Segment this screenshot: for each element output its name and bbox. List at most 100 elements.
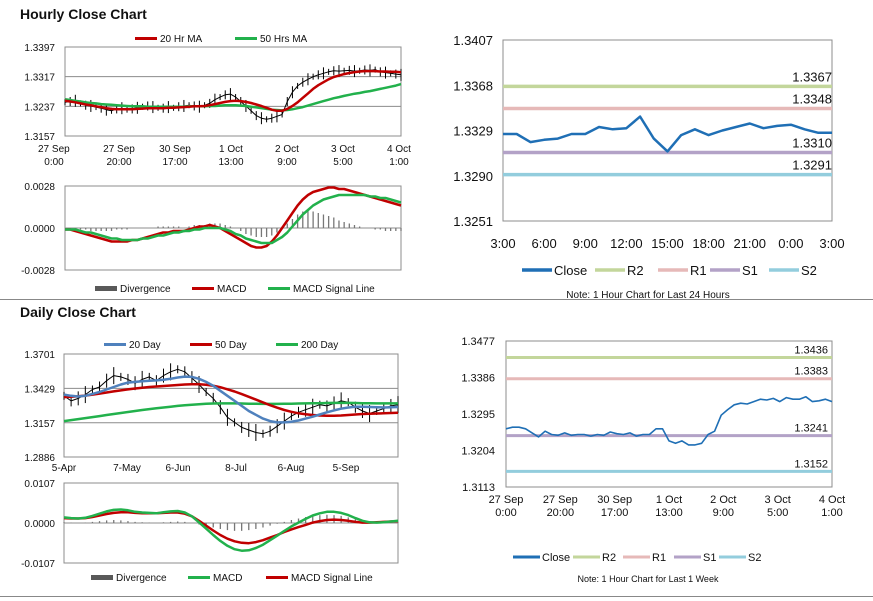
hourly-sr-xtick: 21:00	[733, 236, 766, 251]
hourly-macd-line	[65, 186, 402, 249]
hourly-macd-legend-divergence-label: Divergence	[120, 284, 171, 295]
daily-xtick: 5-Apr	[52, 463, 77, 474]
daily-sr-xtick-date: 30 Sep	[597, 494, 632, 506]
daily-sr-plot-area	[505, 340, 833, 488]
hourly-sr-legend-label-s1: S1	[742, 263, 758, 278]
daily-sr-ytick: 1.3204	[461, 446, 495, 458]
daily-xtick: 6-Jun	[165, 463, 190, 474]
daily-macd-line	[63, 508, 399, 552]
hourly-xtick-time: 1:00	[389, 157, 409, 168]
hourly-xtick-date: 30 Sep	[159, 144, 191, 155]
hourly-sr-ytick: 1.3368	[453, 78, 493, 93]
daily-macd-ytick: 0.0107	[24, 479, 55, 490]
hourly-price-ytick: 1.3397	[24, 43, 55, 54]
daily-macd-signal-line	[63, 510, 399, 545]
hourly-sr-xtick: 3:00	[490, 236, 515, 251]
daily-macd-legend-signal-label: MACD Signal Line	[291, 573, 373, 584]
hourly-sr-legend-label-r1: R1	[690, 263, 707, 278]
daily-sr-ytick: 1.3113	[462, 482, 495, 494]
daily-price-close-line	[63, 368, 399, 435]
hourly-xtick-time: 5:00	[333, 157, 353, 168]
hourly-xtick-date: 27 Sep	[103, 144, 135, 155]
hourly-price-ytick: 1.3237	[24, 102, 55, 113]
daily-price-ma50-line	[63, 382, 399, 418]
hourly-sr-level-label-r2: 1.3367	[792, 69, 832, 84]
hourly-sr-legend-label-s2: S2	[801, 263, 817, 278]
daily-xtick: 6-Aug	[278, 463, 305, 474]
bottom-divider	[0, 596, 873, 597]
daily-price-ma20-line	[63, 375, 399, 424]
daily-sr-xtick-time: 9:00	[713, 507, 734, 519]
hourly-xtick-time: 0:00	[44, 157, 64, 168]
hourly-sr-legend-label-close: Close	[554, 263, 587, 278]
hourly-xtick-time: 20:00	[106, 157, 131, 168]
daily-sr-xtick-time: 17:00	[601, 507, 629, 519]
hourly-sr-xtick: 0:00	[778, 236, 803, 251]
hourly-xtick-date: 4 Oct	[387, 144, 411, 155]
daily-price-ytick: 1.2886	[24, 453, 55, 464]
hourly-sr-xtick: 12:00	[610, 236, 643, 251]
hourly-xtick-time: 9:00	[277, 157, 297, 168]
daily-sr-xtick-date: 27 Sep	[543, 494, 578, 506]
section-divider	[0, 299, 873, 300]
daily-sr-close-line	[505, 395, 833, 446]
hourly-macd-legend-divergence-swatch	[95, 286, 117, 291]
hourly-price-ytick: 1.3317	[24, 73, 55, 84]
daily-price-ytick: 1.3701	[24, 350, 55, 361]
hourly-macd-legend-signal-label: MACD Signal Line	[293, 284, 375, 295]
daily-sr-legend-label-s1: S1	[703, 552, 716, 564]
daily-sr-xtick-time: 20:00	[547, 507, 575, 519]
daily-sr-level-label-r2: 1.3436	[794, 344, 828, 356]
daily-price-legend-ma20-label: 20 Day	[129, 340, 161, 351]
hourly-section-title: Hourly Close Chart	[20, 6, 147, 22]
hourly-sr-level-label-r1: 1.3348	[792, 91, 832, 106]
daily-macd-legend-divergence-swatch	[91, 575, 113, 580]
daily-sr-ytick: 1.3295	[461, 409, 495, 421]
hourly-sr-ytick: 1.3407	[453, 33, 493, 48]
daily-sr-xtick-time: 0:00	[495, 507, 516, 519]
daily-sr-xtick-time: 5:00	[767, 507, 788, 519]
hourly-macd-ytick: -0.0028	[21, 266, 55, 277]
daily-sr-note: Note: 1 Hour Chart for Last 1 Week	[578, 574, 719, 584]
daily-sr-xtick-time: 13:00	[655, 507, 683, 519]
daily-sr-ytick: 1.3386	[461, 373, 495, 385]
daily-section-title: Daily Close Chart	[20, 304, 136, 320]
hourly-xtick-date: 2 Oct	[275, 144, 299, 155]
hourly-sr-legend-label-r2: R2	[627, 263, 644, 278]
hourly-price-ma50-line	[64, 82, 402, 112]
hourly-xtick-date: 1 Oct	[219, 144, 243, 155]
daily-sr-xtick-date: 27 Sep	[489, 494, 524, 506]
hourly-sr-ytick: 1.3329	[453, 124, 493, 139]
hourly-sr-ytick: 1.3251	[453, 214, 493, 229]
daily-macd-ytick: 0.0000	[24, 519, 55, 530]
daily-macd-legend-divergence-label: Divergence	[116, 573, 167, 584]
daily-price-ma200-line	[63, 401, 398, 423]
hourly-sr-close-line	[503, 115, 832, 153]
hourly-price-plot-area	[64, 46, 402, 137]
hourly-sr-xtick: 15:00	[651, 236, 684, 251]
daily-sr-level-label-s2: 1.3152	[794, 458, 828, 470]
daily-macd-ytick: -0.0107	[21, 559, 55, 570]
daily-sr-legend-label-close: Close	[542, 552, 570, 564]
hourly-xtick-date: 27 Sep	[38, 144, 70, 155]
daily-sr-legend-label-r1: R1	[652, 552, 666, 564]
daily-sr-xtick-time: 1:00	[821, 507, 842, 519]
hourly-sr-xtick: 9:00	[573, 236, 598, 251]
daily-sr-level-label-s1: 1.3241	[794, 423, 828, 435]
daily-sr-ytick: 1.3477	[461, 336, 495, 348]
hourly-sr-note: Note: 1 Hour Chart for Last 24 Hours	[566, 290, 729, 301]
hourly-macd-legend-macd-label: MACD	[217, 284, 246, 295]
daily-xtick: 7-May	[113, 463, 141, 474]
hourly-sr-ytick: 1.3290	[453, 169, 493, 184]
daily-price-ytick: 1.3157	[24, 419, 55, 430]
hourly-sr-xtick: 18:00	[692, 236, 725, 251]
hourly-xtick-time: 13:00	[218, 157, 243, 168]
daily-sr-level-label-r1: 1.3383	[794, 366, 828, 378]
daily-price-ytick: 1.3429	[24, 384, 55, 395]
daily-sr-xtick-date: 4 Oct	[819, 494, 845, 506]
hourly-sr-level-label-s1: 1.3310	[792, 136, 832, 151]
daily-sr-xtick-date: 1 Oct	[656, 494, 682, 506]
daily-price-legend-ma200-label: 200 Day	[301, 340, 338, 351]
daily-sr-xtick-date: 2 Oct	[710, 494, 736, 506]
